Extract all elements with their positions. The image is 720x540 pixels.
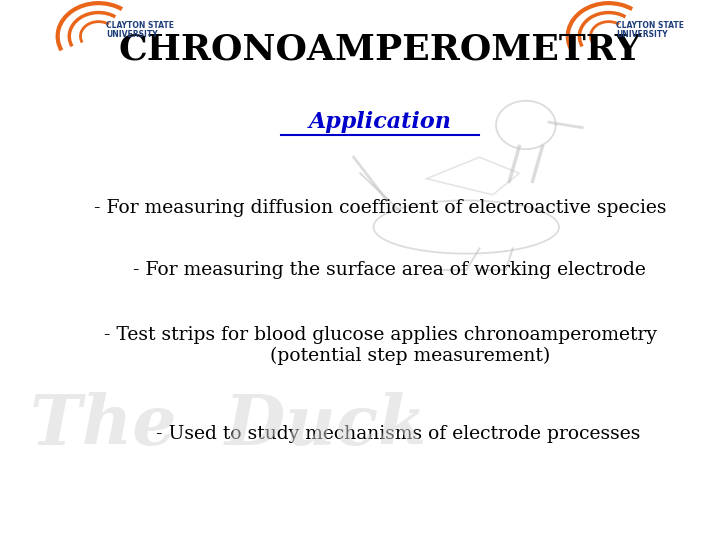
Text: - For measuring diffusion coefficient of electroactive species: - For measuring diffusion coefficient of… — [94, 199, 666, 217]
Text: - Used to study mechanisms of electrode processes: - Used to study mechanisms of electrode … — [120, 425, 640, 443]
Text: - Test strips for blood glucose applies chronoamperometry
          (potential s: - Test strips for blood glucose applies … — [104, 326, 657, 365]
Text: CLAYTON STATE: CLAYTON STATE — [616, 21, 685, 30]
Text: The  Duck: The Duck — [30, 392, 426, 460]
Text: - For measuring the surface area of working electrode: - For measuring the surface area of work… — [114, 261, 646, 279]
Text: CLAYTON STATE: CLAYTON STATE — [107, 21, 174, 30]
Text: CHRONOAMPEROMETRY: CHRONOAMPEROMETRY — [119, 33, 642, 67]
Text: UNIVERSITY: UNIVERSITY — [616, 30, 668, 39]
Text: UNIVERSITY: UNIVERSITY — [107, 30, 158, 39]
Text: Application: Application — [309, 111, 451, 133]
